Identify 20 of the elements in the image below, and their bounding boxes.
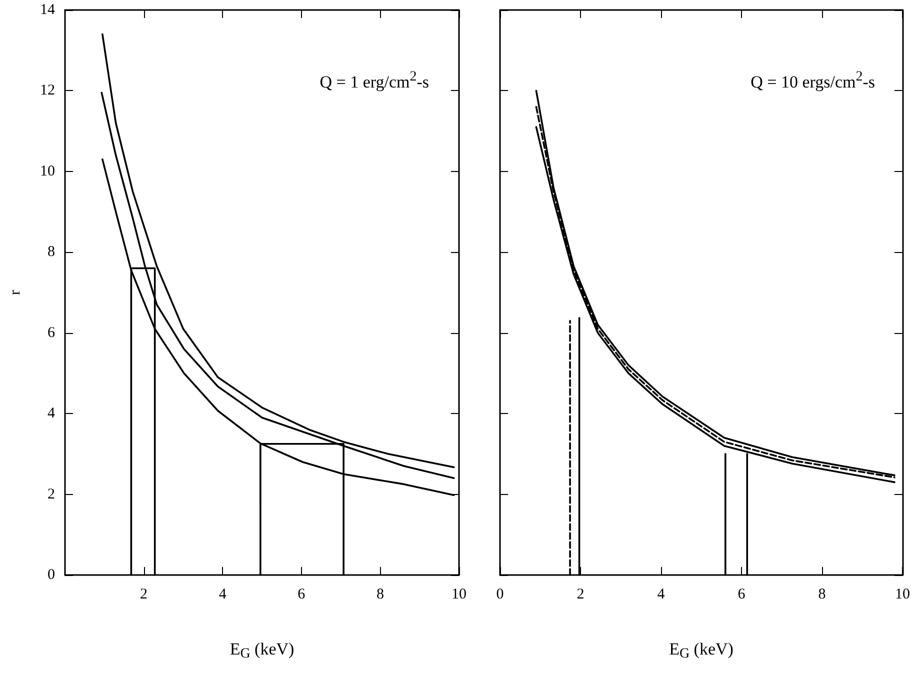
y-tick-label: 8 [48, 244, 55, 260]
y-tick-label: 6 [48, 324, 56, 341]
y-tick-label: 4 [48, 406, 56, 422]
y-axis-title: r [8, 290, 24, 295]
x-tick-label: 4 [657, 586, 666, 602]
x-tick-label: 10 [452, 586, 466, 602]
x-tick-label: 10 [895, 586, 910, 602]
y-tick-label: 0 [48, 567, 55, 583]
x-tick-label: 0 [496, 586, 504, 602]
x-tick-label: 8 [818, 586, 826, 602]
x-tick-label: 6 [738, 586, 746, 602]
y-tick-label: 14 [40, 2, 56, 18]
y-tick-label: 2 [48, 486, 55, 502]
x-tick-label: 8 [376, 586, 384, 602]
x-tick-label: 6 [298, 586, 306, 602]
x-tick-label: 4 [218, 586, 227, 602]
x-tick-label: 2 [140, 586, 148, 602]
y-tick-label: 12 [40, 82, 55, 99]
y-tick-label: 10 [40, 163, 55, 180]
x-tick-label: 2 [576, 586, 584, 602]
